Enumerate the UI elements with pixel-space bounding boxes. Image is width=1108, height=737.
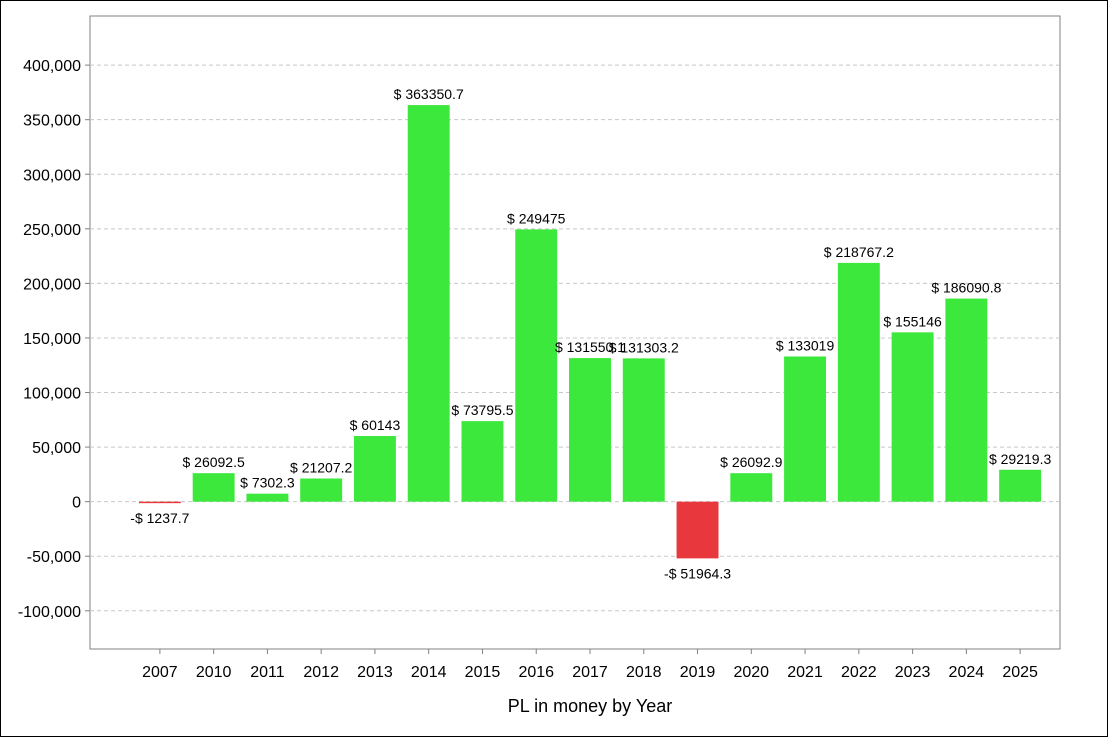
bar: [784, 356, 827, 502]
bar: [569, 358, 611, 502]
x-axis-label: PL in money by Year: [508, 696, 672, 716]
data-label: $ 155146: [883, 313, 942, 329]
y-tick-label: 150,000: [23, 331, 81, 348]
bar: [945, 298, 988, 502]
x-tick-label: 2013: [357, 664, 393, 681]
value-labels: -$ 1237.7 $ 26092.5 $ 7302.3$ 21207.2 $ 601…: [130, 86, 1051, 581]
x-tick-label: 2012: [303, 664, 339, 681]
data-label: $ 60143: [350, 417, 401, 433]
x-tick-label: 2020: [733, 664, 769, 681]
data-label: $ 26092.5: [182, 454, 244, 470]
bar: [891, 332, 934, 502]
y-tick-label: 50,000: [32, 440, 81, 457]
data-label: $ 363350.7: [394, 86, 464, 102]
bar: [622, 358, 665, 502]
data-label: -$ 1237.7: [130, 510, 189, 526]
data-label: -$ 51964.3: [664, 565, 731, 581]
x-tick-label: 2023: [895, 664, 931, 681]
y-tick-label: 400,000: [23, 58, 81, 75]
data-label: $ 133019: [776, 337, 835, 353]
bar: [730, 473, 773, 502]
x-tick-label: 2024: [949, 664, 985, 681]
data-label: $ 21207.2: [290, 460, 352, 476]
x-tick-label: 2010: [196, 664, 232, 681]
bar: [300, 478, 343, 502]
x-tick-label: 2022: [841, 664, 877, 681]
x-axis-ticks: 2007 2010 2011 2012 2013 2014 2015 2016 2017 2018…: [142, 649, 1038, 681]
y-tick-label: 0: [72, 495, 81, 512]
x-tick-label: 2017: [572, 664, 608, 681]
data-label: $ 131303.2: [609, 339, 679, 355]
x-tick-label: 2007: [142, 664, 178, 681]
data-label: $ 131550.1: [555, 339, 625, 355]
x-tick-label: 2015: [465, 664, 501, 681]
y-tick-label: 100,000: [23, 386, 81, 403]
x-tick-label: 2016: [518, 664, 554, 681]
y-axis-ticks: -100,000 -50,000 0 50,000 100,000 150,000 200,…: [18, 58, 90, 621]
y-tick-label: 200,000: [23, 276, 81, 293]
bar: [676, 501, 719, 559]
x-tick-label: 2011: [250, 664, 285, 681]
data-label: $ 218767.2: [824, 244, 894, 260]
x-tick-label: 2014: [411, 664, 447, 681]
bar: [515, 229, 558, 502]
bar: [999, 469, 1042, 502]
y-tick-label: -50,000: [27, 549, 81, 566]
bar: [407, 105, 450, 502]
y-tick-label: -100,000: [18, 604, 81, 621]
bar: [246, 493, 289, 502]
data-label: $ 249475: [507, 210, 566, 226]
y-tick-label: 300,000: [23, 167, 81, 184]
y-tick-label: 250,000: [23, 222, 81, 239]
bar: [461, 421, 504, 502]
bar: [192, 473, 235, 502]
data-label: $ 26092.9: [720, 454, 782, 470]
x-tick-label: 2025: [1002, 664, 1038, 681]
x-tick-label: 2019: [680, 664, 716, 681]
y-tick-label: 350,000: [23, 113, 81, 130]
bar: [138, 501, 181, 504]
data-label: $ 73795.5: [451, 402, 513, 418]
data-label: $ 7302.3: [240, 475, 295, 491]
data-label: $ 186090.8: [931, 280, 1001, 296]
bar: [353, 436, 396, 502]
bars: [138, 105, 1042, 559]
x-tick-label: 2021: [787, 664, 823, 681]
data-label: $ 29219.3: [989, 451, 1051, 467]
bar: [837, 262, 880, 502]
x-tick-label: 2018: [626, 664, 662, 681]
